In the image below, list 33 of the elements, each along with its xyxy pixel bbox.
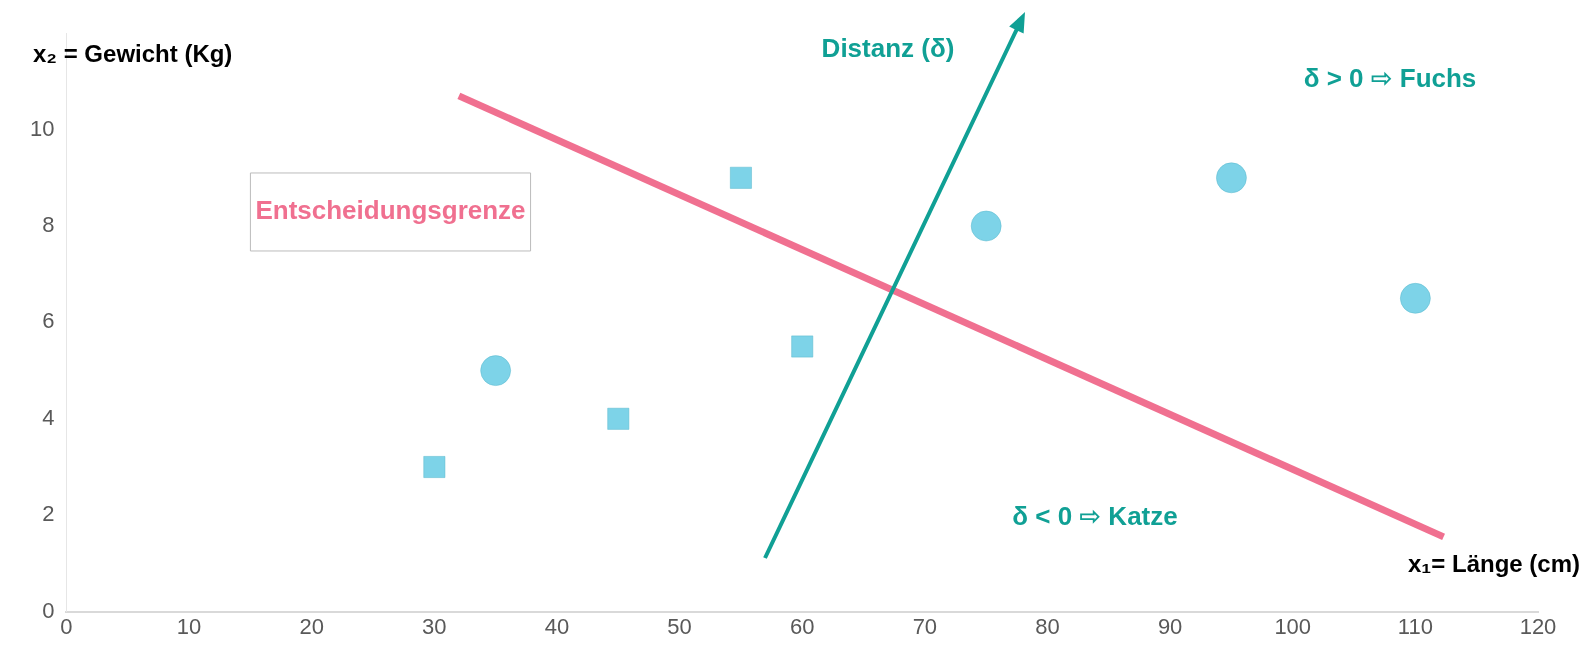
point [1400, 283, 1431, 314]
x-tick-label: 70 [912, 613, 938, 639]
x-tick-label: 20 [299, 613, 324, 639]
y-tick-label: 10 [29, 115, 55, 141]
x-tick-label: 30 [422, 613, 447, 639]
y-tick-label: 4 [42, 404, 55, 430]
annotation: δ > 0 ⇨ Fuchs [1303, 63, 1477, 94]
text: Entscheidungsgrenze [255, 195, 526, 226]
x-tick-label: 90 [1157, 613, 1183, 639]
y-tick-label: 8 [42, 212, 55, 238]
annotation: Distanz (δ) [821, 33, 955, 64]
point [730, 166, 752, 189]
x-tick-label: 100 [1274, 613, 1312, 639]
y-axis-title: x₂ = Gewicht (Kg) [33, 39, 233, 67]
x-tick-label: 110 [1397, 613, 1433, 639]
annotation: δ < 0 ⇨ Katze [1012, 501, 1178, 532]
x-tick-label: 10 [176, 613, 202, 639]
y-tick-label: 2 [42, 501, 55, 527]
x-tick-label: 0 [60, 613, 73, 639]
x-tick-label: 40 [544, 613, 570, 639]
x-tick-label: 60 [789, 613, 815, 639]
x-tick-label: 80 [1035, 613, 1060, 639]
point [423, 456, 446, 478]
point [480, 355, 511, 386]
x-tick-label: 50 [667, 613, 692, 639]
point [970, 210, 1002, 242]
point [607, 407, 630, 430]
y-tick-label: 0 [42, 597, 55, 623]
x-tick-label: 120 [1519, 613, 1557, 639]
point [1216, 162, 1247, 194]
y-tick-label: 6 [42, 308, 55, 334]
x-axis-title: x₁= Länge (cm) [1408, 549, 1580, 577]
point [791, 335, 814, 358]
